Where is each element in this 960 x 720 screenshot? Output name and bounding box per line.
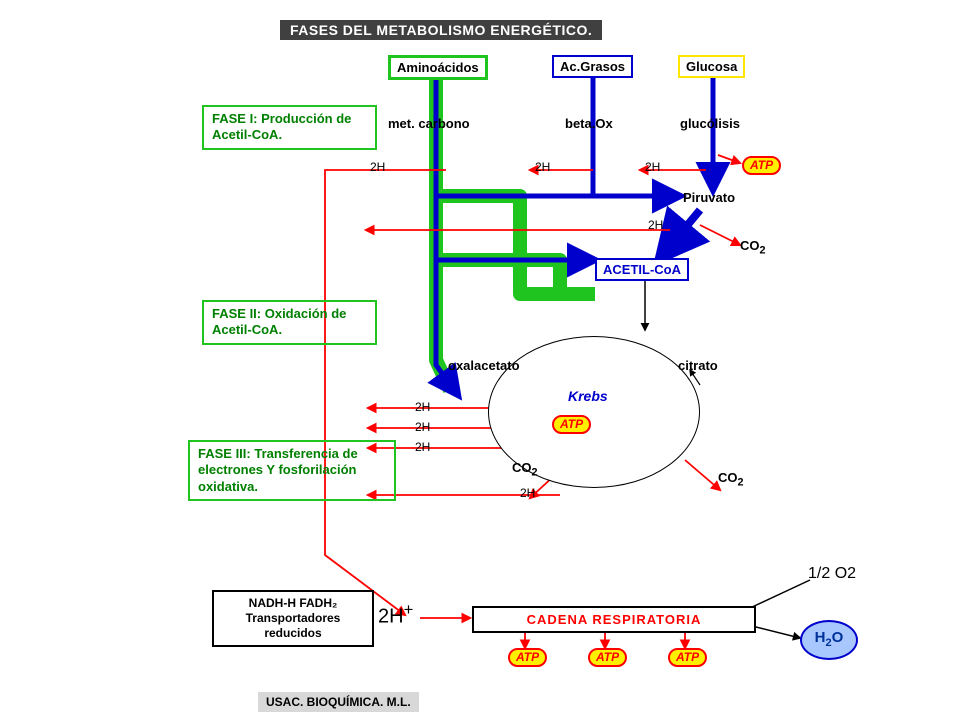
label-beta-ox: beta.Ox (565, 116, 613, 131)
label-oxalacetato: oxalacetato (448, 358, 520, 373)
node-glucosa: Glucosa (678, 55, 745, 78)
label-2h-k3: 2H (415, 440, 430, 454)
label-2h-k4: 2H (520, 486, 535, 500)
label-krebs: Krebs (568, 388, 608, 404)
phase-3-box: FASE III: Transferencia de electrones Y … (188, 440, 396, 501)
label-co2-k2: CO2 (718, 470, 744, 489)
label-glucolisis: glucólisis (680, 116, 740, 131)
diagram-canvas: FASES DEL METABOLISMO ENERGÉTICO. Aminoá… (0, 0, 960, 720)
atp-chain-3: ATP (668, 648, 707, 667)
nadh-fadh-box: NADH-H FADH₂ Transportadores reducidos (212, 590, 374, 647)
label-2h-k1: 2H (415, 400, 430, 414)
phase-1-box: FASE I: Producción de Acetil-CoA. (202, 105, 377, 150)
atp-chain-2: ATP (588, 648, 627, 667)
node-ac-grasos: Ac.Grasos (552, 55, 633, 78)
label-2h-piruvato: 2H (648, 218, 663, 232)
label-co2-piruvato: CO2 (740, 238, 766, 257)
label-2h-k2: 2H (415, 420, 430, 434)
phase-2-box: FASE II: Oxidación de Acetil-CoA. (202, 300, 377, 345)
label-half-o2: 1/2 O2 (808, 565, 856, 583)
label-2h-1: 2H (370, 160, 385, 174)
atp-chain-1: ATP (508, 648, 547, 667)
label-piruvato: Piruvato (683, 190, 735, 205)
label-co2-k1: CO2 (512, 460, 538, 479)
diagram-title: FASES DEL METABOLISMO ENERGÉTICO. (280, 20, 602, 40)
credit-box: USAC. BIOQUÍMICA. M.L. (258, 692, 419, 712)
atp-krebs: ATP (552, 415, 591, 434)
cadena-respiratoria-box: CADENA RESPIRATORIA (472, 606, 756, 633)
h2o-bubble: H2O (800, 620, 858, 660)
atp-glucolisis: ATP (742, 156, 781, 175)
label-2h-plus: 2H+ (378, 600, 413, 629)
label-2h-3: 2H (645, 160, 660, 174)
label-2h-2: 2H (535, 160, 550, 174)
label-citrato: citrato (678, 358, 718, 373)
label-met-carbono: met. carbono (388, 116, 470, 131)
node-acetil-coa: ACETIL-CoA (595, 258, 689, 281)
node-aminoacidos: Aminoácidos (388, 55, 488, 80)
